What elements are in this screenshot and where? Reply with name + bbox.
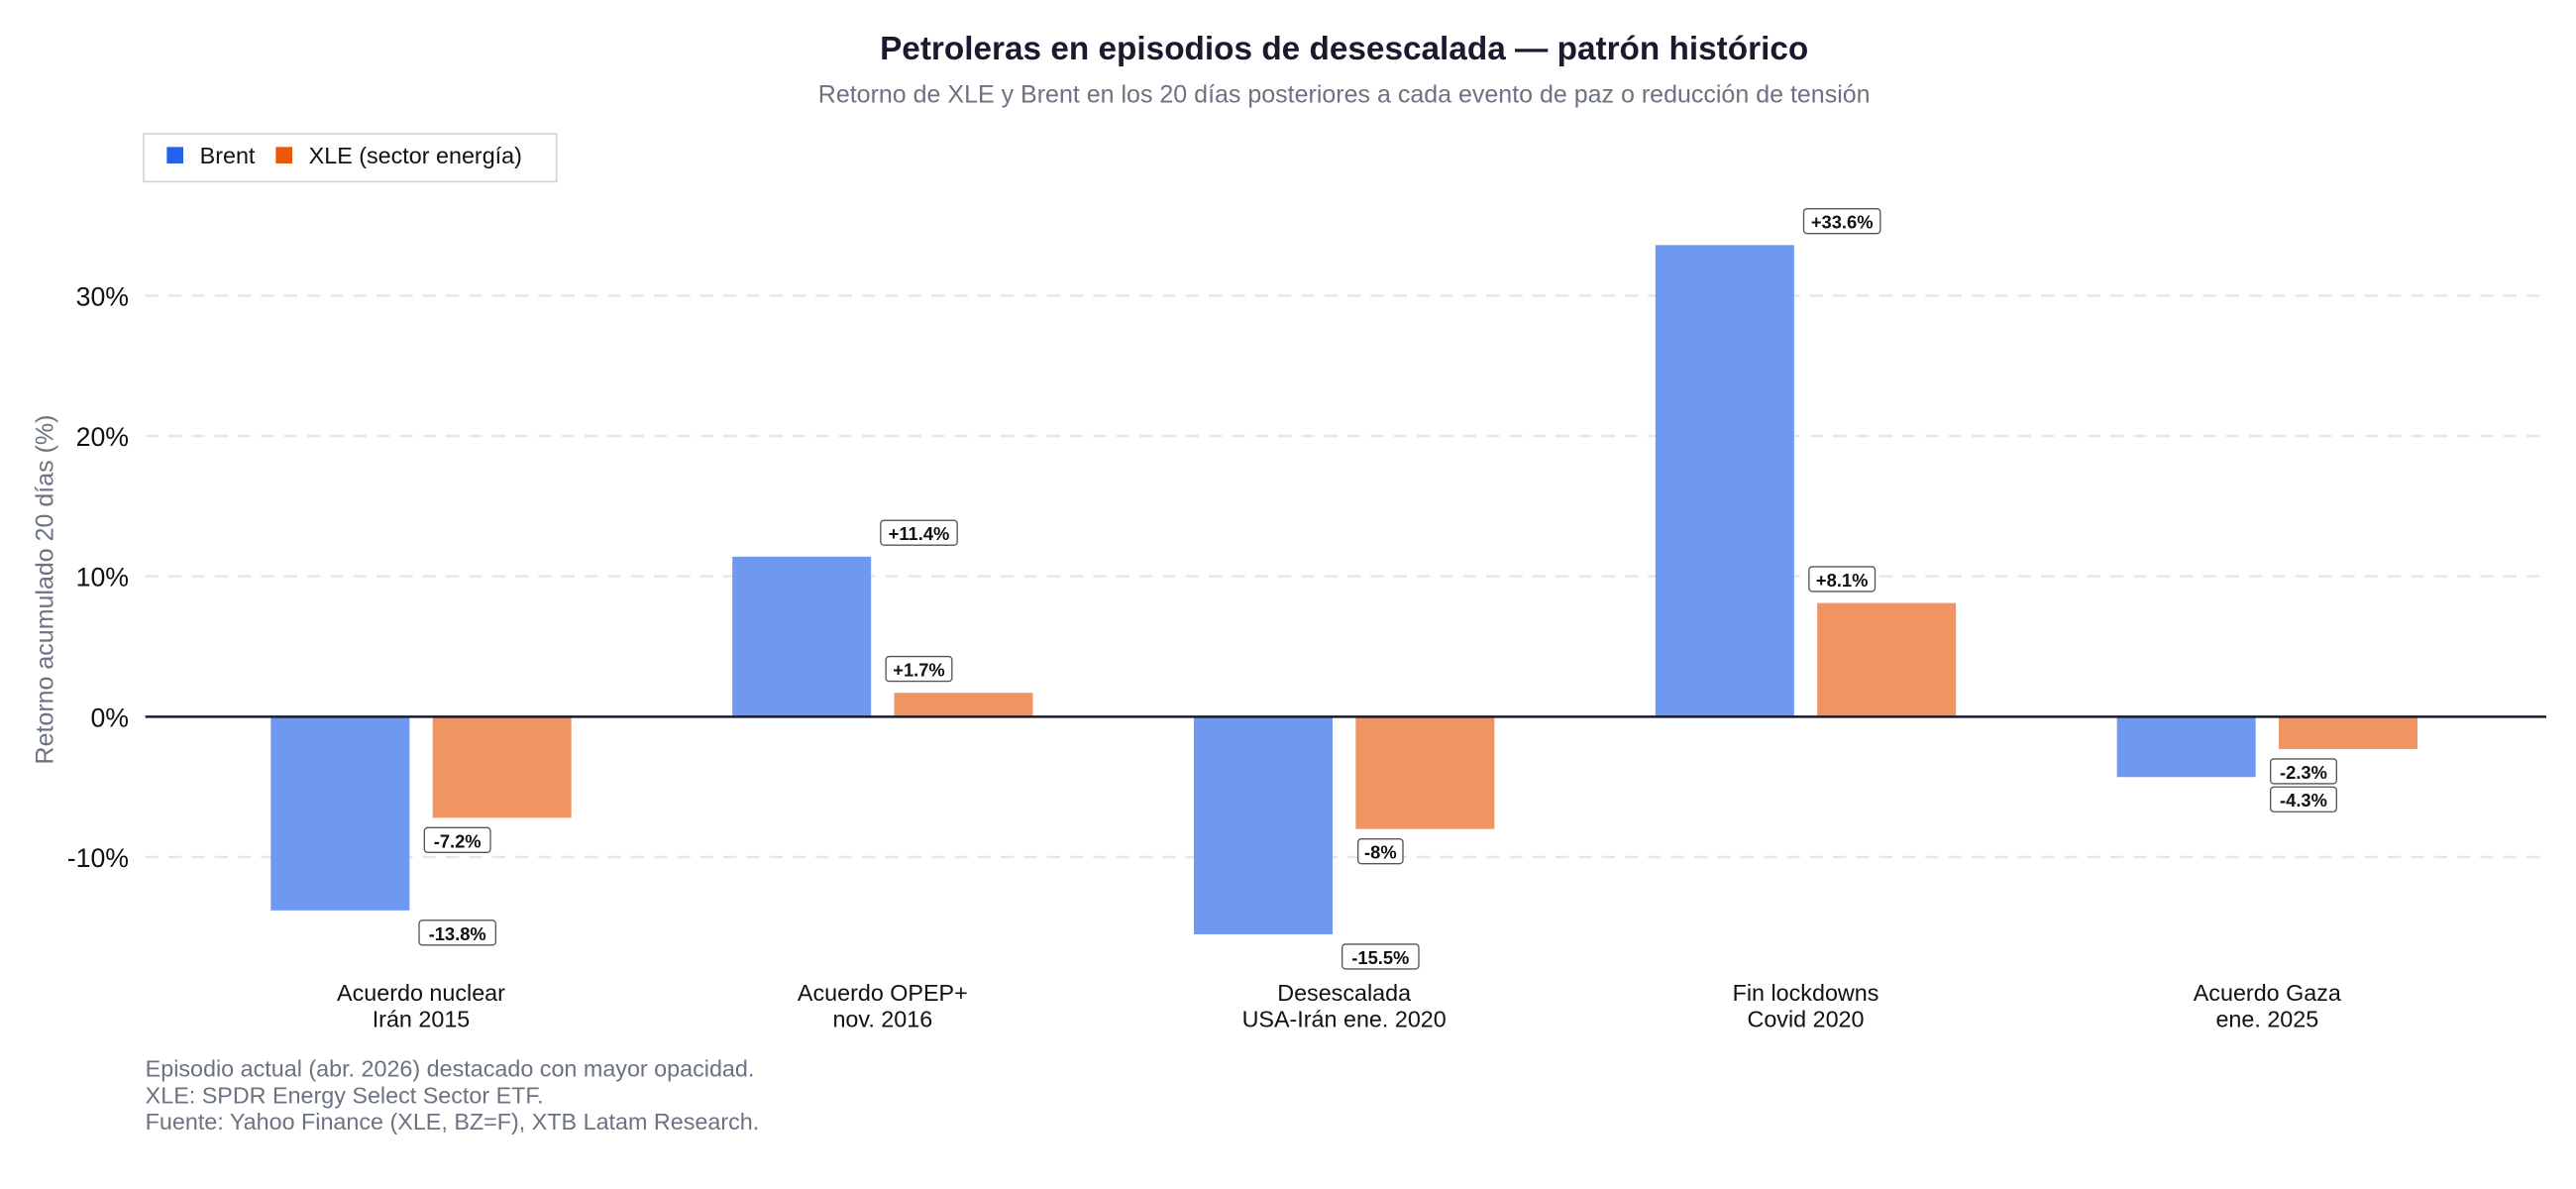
bar-brent xyxy=(2116,716,2256,778)
data-label-box xyxy=(885,655,953,683)
data-label-box xyxy=(423,826,491,854)
legend-swatch-xle xyxy=(275,147,292,163)
bar-brent xyxy=(1655,245,1794,717)
footnote-2: XLE: SPDR Energy Select Sector ETF. xyxy=(146,1082,544,1108)
data-label-box xyxy=(1808,566,1877,593)
data-label: +8.1% xyxy=(1808,566,1877,593)
data-label-text: +11.4% xyxy=(889,523,950,544)
chart-title: Petroleras en episodios de desescalada —… xyxy=(880,31,1808,67)
data-label-text: -2.3% xyxy=(2280,762,2327,783)
footnotes: Episodio actual (abr. 2026) destacado co… xyxy=(146,1056,760,1135)
data-label-box xyxy=(1357,838,1404,865)
x-tick-label: Acuerdo OPEP+ xyxy=(798,980,968,1006)
data-label: +11.4% xyxy=(880,519,958,546)
y-axis-title: Retorno acumulado 20 días (%) xyxy=(31,415,58,765)
x-tick-label: Covid 2020 xyxy=(1747,1007,1864,1032)
x-tick-label: Fin lockdowns xyxy=(1733,980,1879,1006)
data-label-text: -8% xyxy=(1364,842,1397,863)
legend-swatch-brent xyxy=(166,147,183,163)
x-tick-label: ene. 2025 xyxy=(2215,1007,2318,1032)
data-label-text: +33.6% xyxy=(1811,212,1874,233)
data-label: +1.7% xyxy=(885,655,953,683)
x-tick-label: Irán 2015 xyxy=(373,1007,471,1032)
data-label: -7.2% xyxy=(423,826,491,854)
x-tick-label: Acuerdo Gaza xyxy=(2194,980,2341,1006)
footnote-1: Episodio actual (abr. 2026) destacado co… xyxy=(146,1056,755,1082)
legend-label-xle: XLE (sector energía) xyxy=(309,143,522,168)
bar-brent xyxy=(732,556,872,717)
data-label-box xyxy=(880,519,958,546)
data-label-text: -13.8% xyxy=(429,923,486,944)
bar-xle xyxy=(1355,716,1495,829)
legend-label-brent: Brent xyxy=(200,143,256,168)
data-label-box xyxy=(1802,208,1881,235)
data-label: -13.8% xyxy=(418,919,497,946)
data-label: -4.3% xyxy=(2270,786,2337,812)
data-labels: -13.8% +11.4% -15.5% +33.6% -4.3% -7.2% +1.7% -… xyxy=(418,208,2337,970)
data-label-text: -7.2% xyxy=(434,830,482,851)
bar-brent xyxy=(270,716,410,911)
bar-xle xyxy=(894,693,1033,717)
data-label-text: -4.3% xyxy=(2280,790,2327,811)
data-label-box xyxy=(2270,758,2337,785)
y-tick-label: 0% xyxy=(90,703,129,732)
x-tick-label: USA-Irán ene. 2020 xyxy=(1242,1007,1447,1032)
grid: -10% 0% 10% 20% 30% xyxy=(67,281,2546,873)
y-tick-label: 30% xyxy=(76,281,129,311)
data-label: -2.3% xyxy=(2270,758,2337,785)
x-tick-label: Desescalada xyxy=(1277,980,1411,1006)
data-label: -15.5% xyxy=(1341,943,1420,970)
data-label: -8% xyxy=(1357,838,1404,865)
bar-xle xyxy=(432,716,572,818)
data-label: +33.6% xyxy=(1802,208,1881,235)
bar-xle xyxy=(1817,602,1957,717)
data-label-box xyxy=(418,919,497,946)
x-tick-label: nov. 2016 xyxy=(832,1007,932,1032)
y-tick-label: 20% xyxy=(76,422,129,452)
bars xyxy=(270,245,2417,934)
chart-subtitle: Retorno de XLE y Brent en los 20 días po… xyxy=(818,80,1871,108)
data-label-box xyxy=(1341,943,1420,970)
legend: Brent XLE (sector energía) xyxy=(143,133,558,183)
y-tick-label: -10% xyxy=(67,843,129,873)
data-label-box xyxy=(2270,786,2337,812)
y-tick-label: 10% xyxy=(76,563,129,593)
data-label-text: -15.5% xyxy=(1351,947,1409,968)
bar-xle xyxy=(2279,716,2417,749)
legend-box xyxy=(143,133,558,183)
footnote-3: Fuente: Yahoo Finance (XLE, BZ=F), XTB L… xyxy=(146,1109,760,1135)
x-tick-label: Acuerdo nuclear xyxy=(337,980,505,1006)
data-label-text: +1.7% xyxy=(893,660,944,681)
bar-brent xyxy=(1194,716,1333,934)
data-label-text: +8.1% xyxy=(1816,570,1868,591)
